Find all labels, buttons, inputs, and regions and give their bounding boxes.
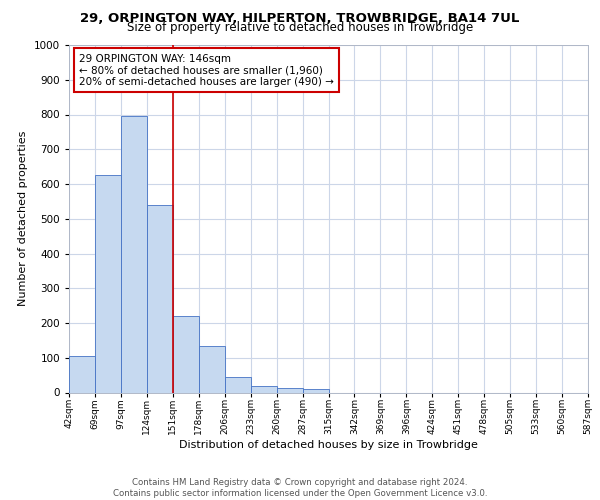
Bar — [95, 176, 121, 392]
Text: Size of property relative to detached houses in Trowbridge: Size of property relative to detached ho… — [127, 22, 473, 35]
Text: Contains HM Land Registry data © Crown copyright and database right 2024.
Contai: Contains HM Land Registry data © Crown c… — [113, 478, 487, 498]
Bar — [69, 356, 95, 393]
Bar — [225, 377, 251, 392]
Y-axis label: Number of detached properties: Number of detached properties — [18, 131, 28, 306]
X-axis label: Distribution of detached houses by size in Trowbridge: Distribution of detached houses by size … — [179, 440, 478, 450]
Bar — [277, 388, 302, 392]
Text: 29 ORPINGTON WAY: 146sqm
← 80% of detached houses are smaller (1,960)
20% of sem: 29 ORPINGTON WAY: 146sqm ← 80% of detach… — [79, 54, 334, 87]
Bar — [173, 316, 199, 392]
Bar — [199, 346, 224, 393]
Bar — [121, 116, 147, 392]
Bar — [251, 386, 277, 392]
Text: 29, ORPINGTON WAY, HILPERTON, TROWBRIDGE, BA14 7UL: 29, ORPINGTON WAY, HILPERTON, TROWBRIDGE… — [80, 12, 520, 24]
Bar — [147, 205, 173, 392]
Bar — [302, 389, 329, 392]
